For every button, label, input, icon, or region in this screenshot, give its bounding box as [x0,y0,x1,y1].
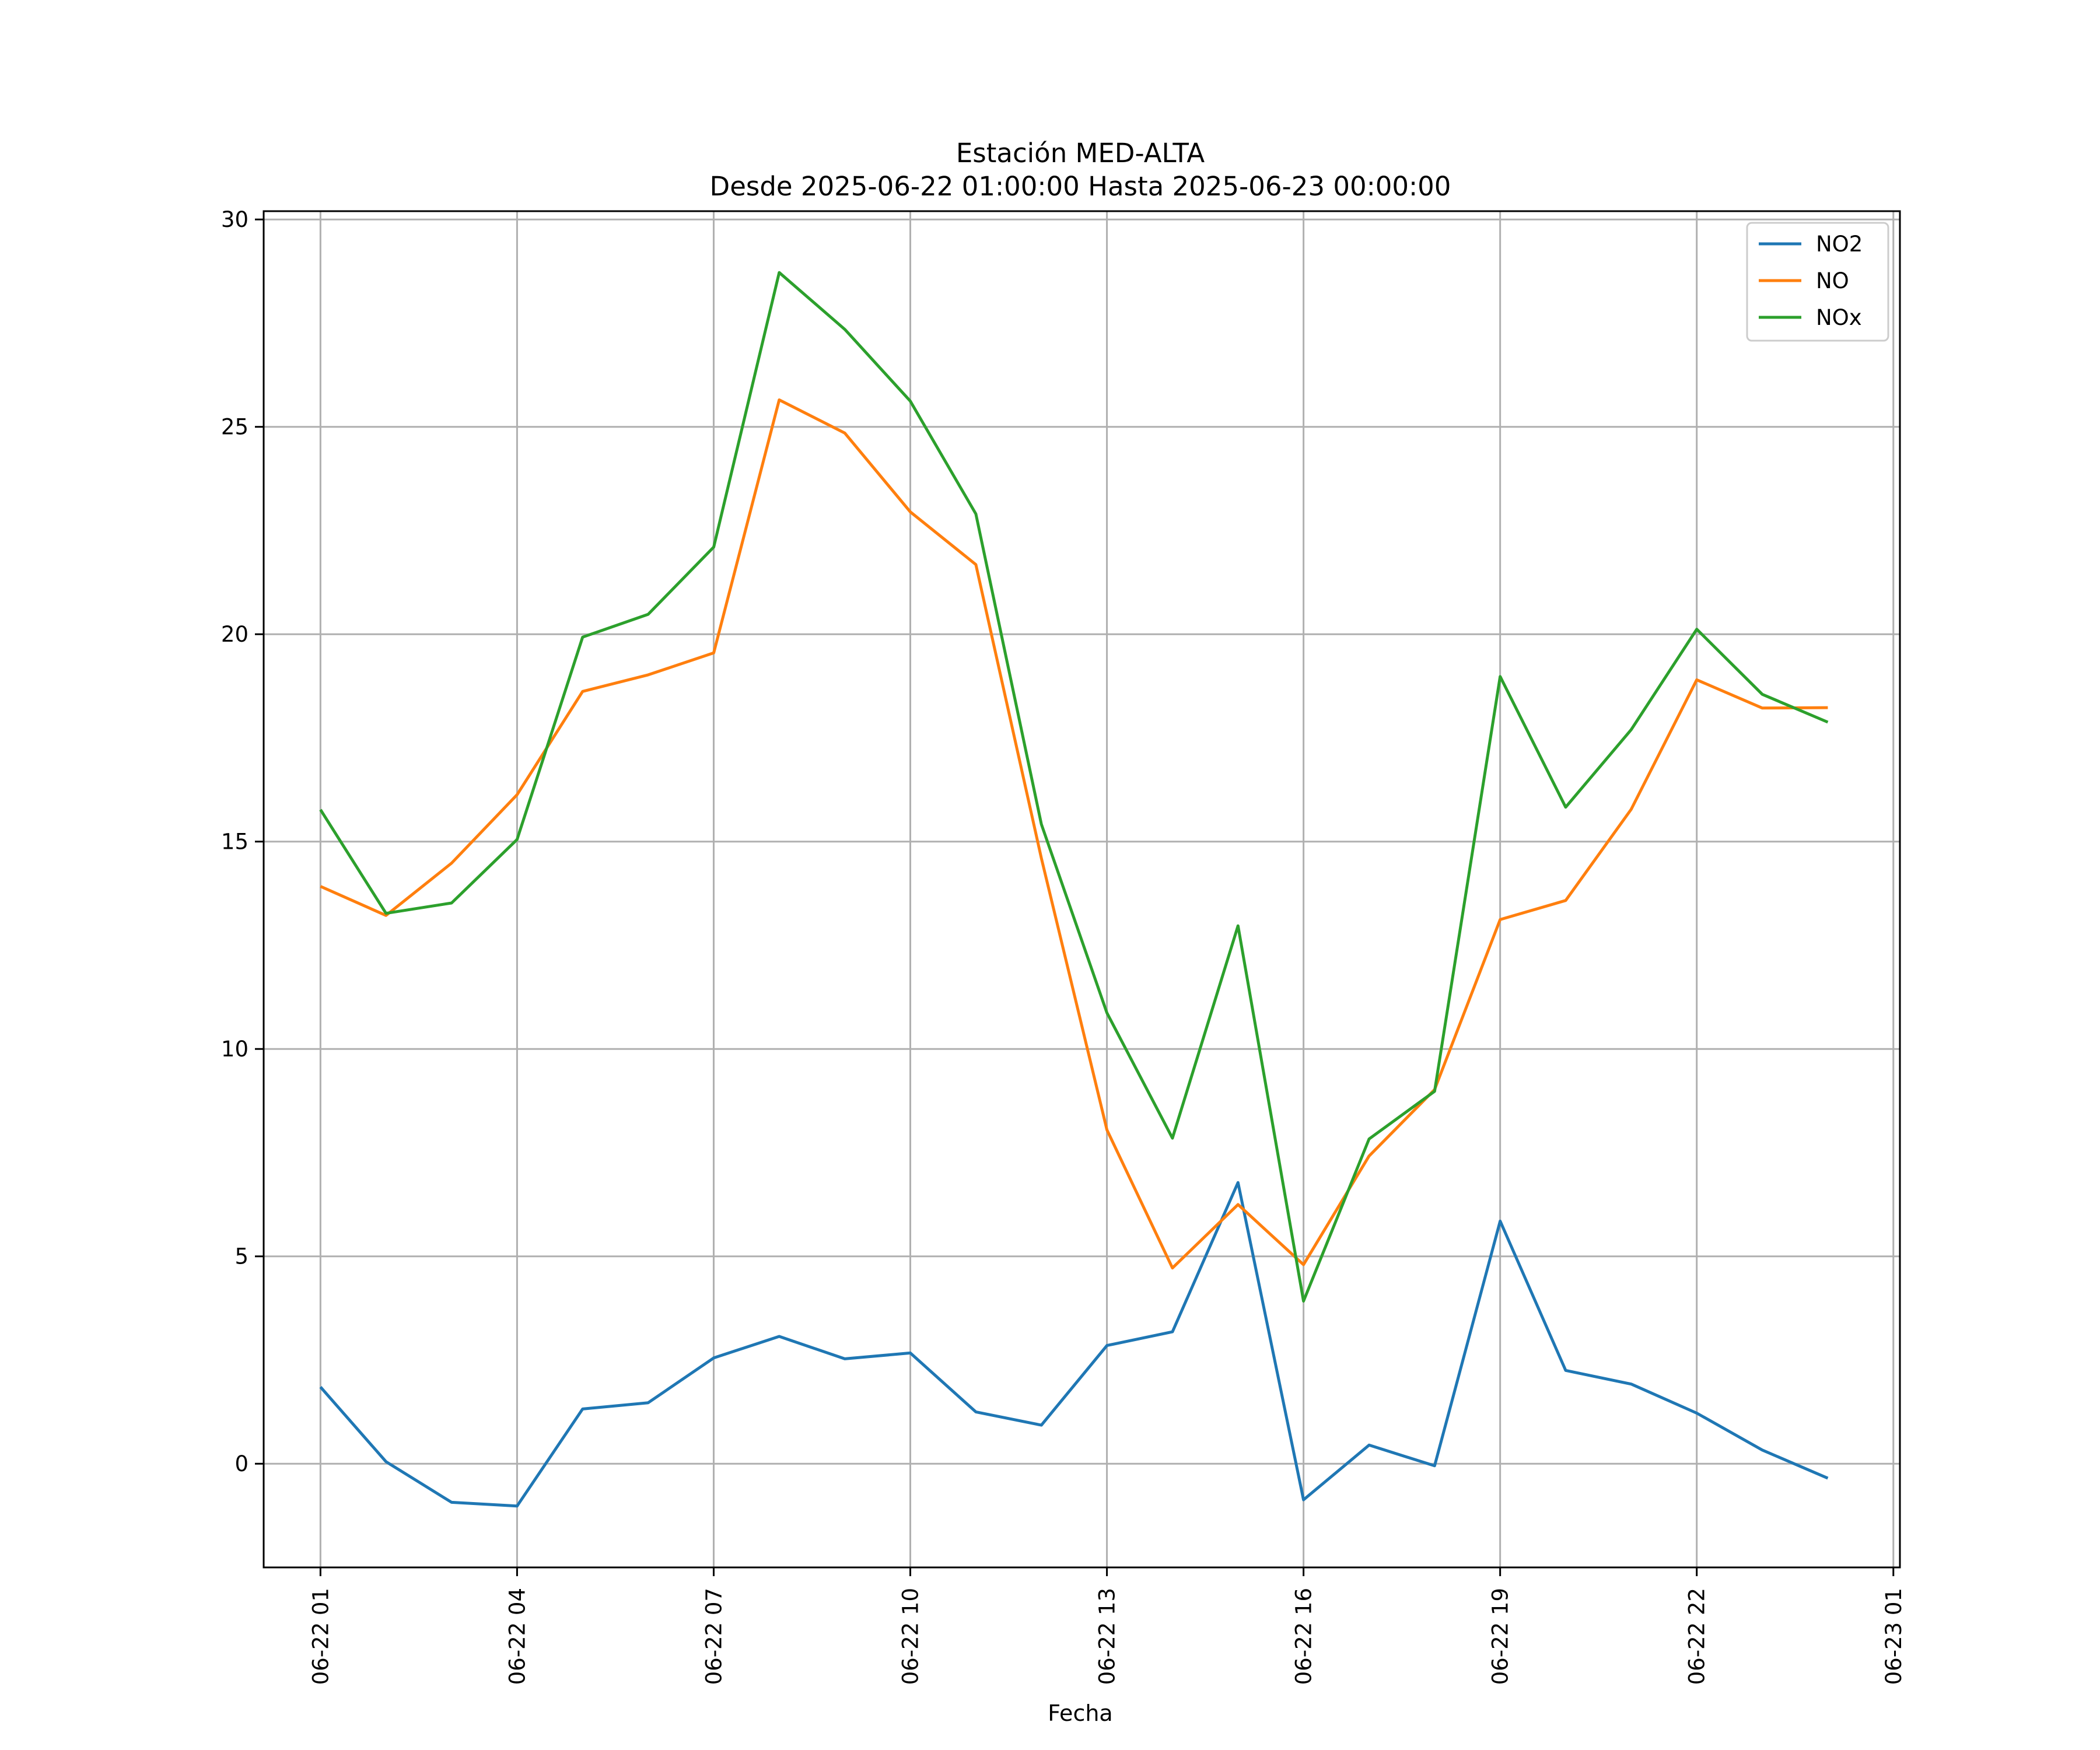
y-tick-label: 25 [221,415,249,440]
legend-label-no: NO [1816,268,1849,293]
y-tick-label: 20 [221,622,249,647]
y-tick-label: 5 [235,1244,249,1269]
legend: NO2 NO NOx [1746,222,1889,342]
chart-subtitle: Desde 2025-06-22 01:00:00 Hasta 2025-06-… [710,171,1451,202]
legend-label-nox: NOx [1816,305,1862,330]
grid [264,211,1900,1567]
x-tick-label: 06-22 19 [1488,1588,1513,1685]
x-tick-label: 06-22 10 [898,1588,923,1685]
x-axis-label: Fecha [1048,1700,1112,1726]
x-tick-label: 06-23 01 [1881,1588,1906,1685]
x-tick-label: 06-22 22 [1685,1588,1710,1685]
x-tick-label: 06-22 01 [308,1588,333,1685]
y-tick-label: 10 [221,1037,249,1062]
chart-title: Estación MED-ALTA [956,138,1205,169]
series-line-no [320,398,1828,1270]
x-axis-ticks: 06-22 01 06-22 04 06-22 07 06-22 10 06-22 13… [308,1567,1906,1685]
series-line-nox [319,271,1829,1303]
legend-label-no2: NO2 [1816,232,1863,257]
y-axis-ticks: 0 5 10 15 20 25 30 [221,207,264,1476]
series-lines [319,271,1829,1508]
legend-box [1746,222,1889,342]
y-tick-label: 0 [235,1451,249,1476]
series-line-no2 [319,1181,1829,1508]
x-tick-label: 06-22 16 [1292,1588,1317,1685]
x-tick-label: 06-22 07 [701,1588,726,1685]
y-tick-label: 30 [221,207,249,232]
x-tick-label: 06-22 13 [1095,1588,1120,1685]
y-tick-label: 15 [221,830,249,855]
plot-area-frame [262,210,1901,1569]
x-tick-label: 06-22 04 [505,1588,530,1685]
